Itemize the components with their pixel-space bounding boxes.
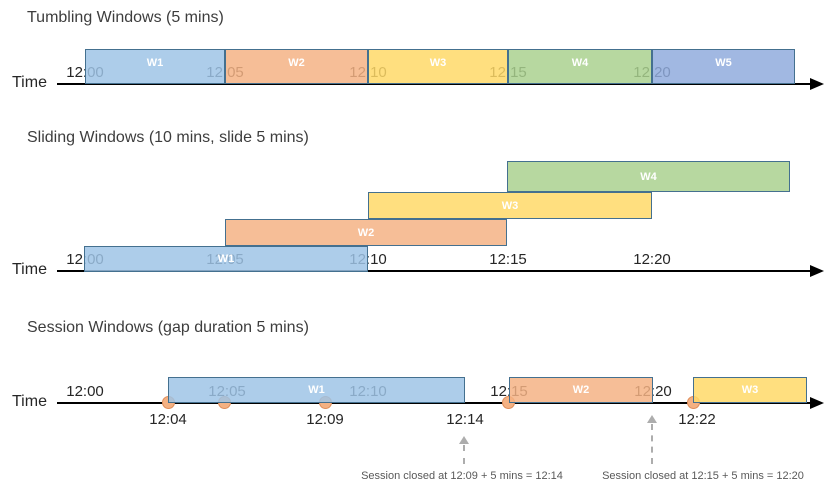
window-label: W3	[501, 199, 519, 212]
session-windows-event-time-label: 12:09	[306, 411, 344, 428]
tumbling-windows-window-w5: W5	[652, 49, 795, 84]
tumbling-windows-axis-arrowhead-icon	[810, 78, 824, 90]
session-windows-event-time-label: 12:14	[446, 411, 484, 428]
sliding-windows-time-axis	[57, 270, 810, 272]
tumbling-windows-window-w3: W3	[368, 49, 508, 84]
tumbling-windows-time-axis-label: Time	[12, 74, 47, 91]
window-label: W4	[640, 170, 657, 183]
session-windows-time-axis	[57, 402, 810, 404]
arrow-up-icon	[459, 436, 469, 444]
sliding-windows-tick-label: 12:15	[489, 251, 527, 268]
tumbling-windows-window-w1: W1	[85, 49, 225, 84]
sliding-windows-window-w3: W3	[368, 192, 652, 219]
tumbling-windows-title: Tumbling Windows (5 mins)	[27, 9, 224, 26]
window-label: W2	[572, 384, 590, 396]
session-windows-time-axis-label: Time	[12, 393, 47, 410]
sliding-windows-window-w4: W4	[507, 161, 790, 192]
window-label: W3	[741, 384, 759, 396]
session-windows-axis-arrowhead-icon	[810, 397, 824, 409]
tumbling-windows-window-w2: W2	[225, 49, 368, 84]
sliding-windows-window-w1: W1	[84, 246, 368, 272]
session-windows-window-w2: W2	[509, 377, 653, 403]
session-windows-title: Session Windows (gap duration 5 mins)	[27, 319, 309, 336]
sliding-windows-time-axis-label: Time	[12, 261, 47, 278]
window-label: W1	[146, 57, 164, 69]
sliding-windows-title: Sliding Windows (10 mins, slide 5 mins)	[27, 129, 309, 146]
session-windows-window-w3: W3	[693, 377, 807, 403]
session-windows-closed-annotation: Session closed at 12:09 + 5 mins = 12:14	[361, 470, 563, 482]
arrow-up-icon	[647, 415, 657, 423]
session-windows-window-w1: W1	[168, 377, 465, 403]
sliding-windows-window-w2: W2	[225, 219, 507, 246]
dashed-arrow-shaft	[651, 424, 653, 464]
session-windows-tick-label: 12:00	[66, 383, 104, 400]
sliding-windows-axis-arrowhead-icon	[810, 265, 824, 277]
session-windows-closed-annotation: Session closed at 12:15 + 5 mins = 12:20	[602, 470, 804, 482]
window-label: W2	[288, 57, 305, 69]
window-label: W4	[571, 57, 589, 69]
window-label: W5	[715, 57, 732, 69]
window-label: W1	[308, 384, 325, 396]
sliding-windows-tick-label: 12:20	[633, 251, 671, 268]
session-windows-event-time-label: 12:04	[149, 411, 187, 428]
session-windows-event-time-label: 12:22	[678, 411, 716, 428]
window-label: W1	[217, 253, 235, 265]
window-label: W3	[429, 57, 447, 69]
dashed-arrow-shaft	[463, 445, 465, 464]
window-label: W2	[357, 226, 375, 239]
tumbling-windows-window-w4: W4	[508, 49, 652, 84]
tumbling-windows-time-axis	[57, 83, 810, 85]
